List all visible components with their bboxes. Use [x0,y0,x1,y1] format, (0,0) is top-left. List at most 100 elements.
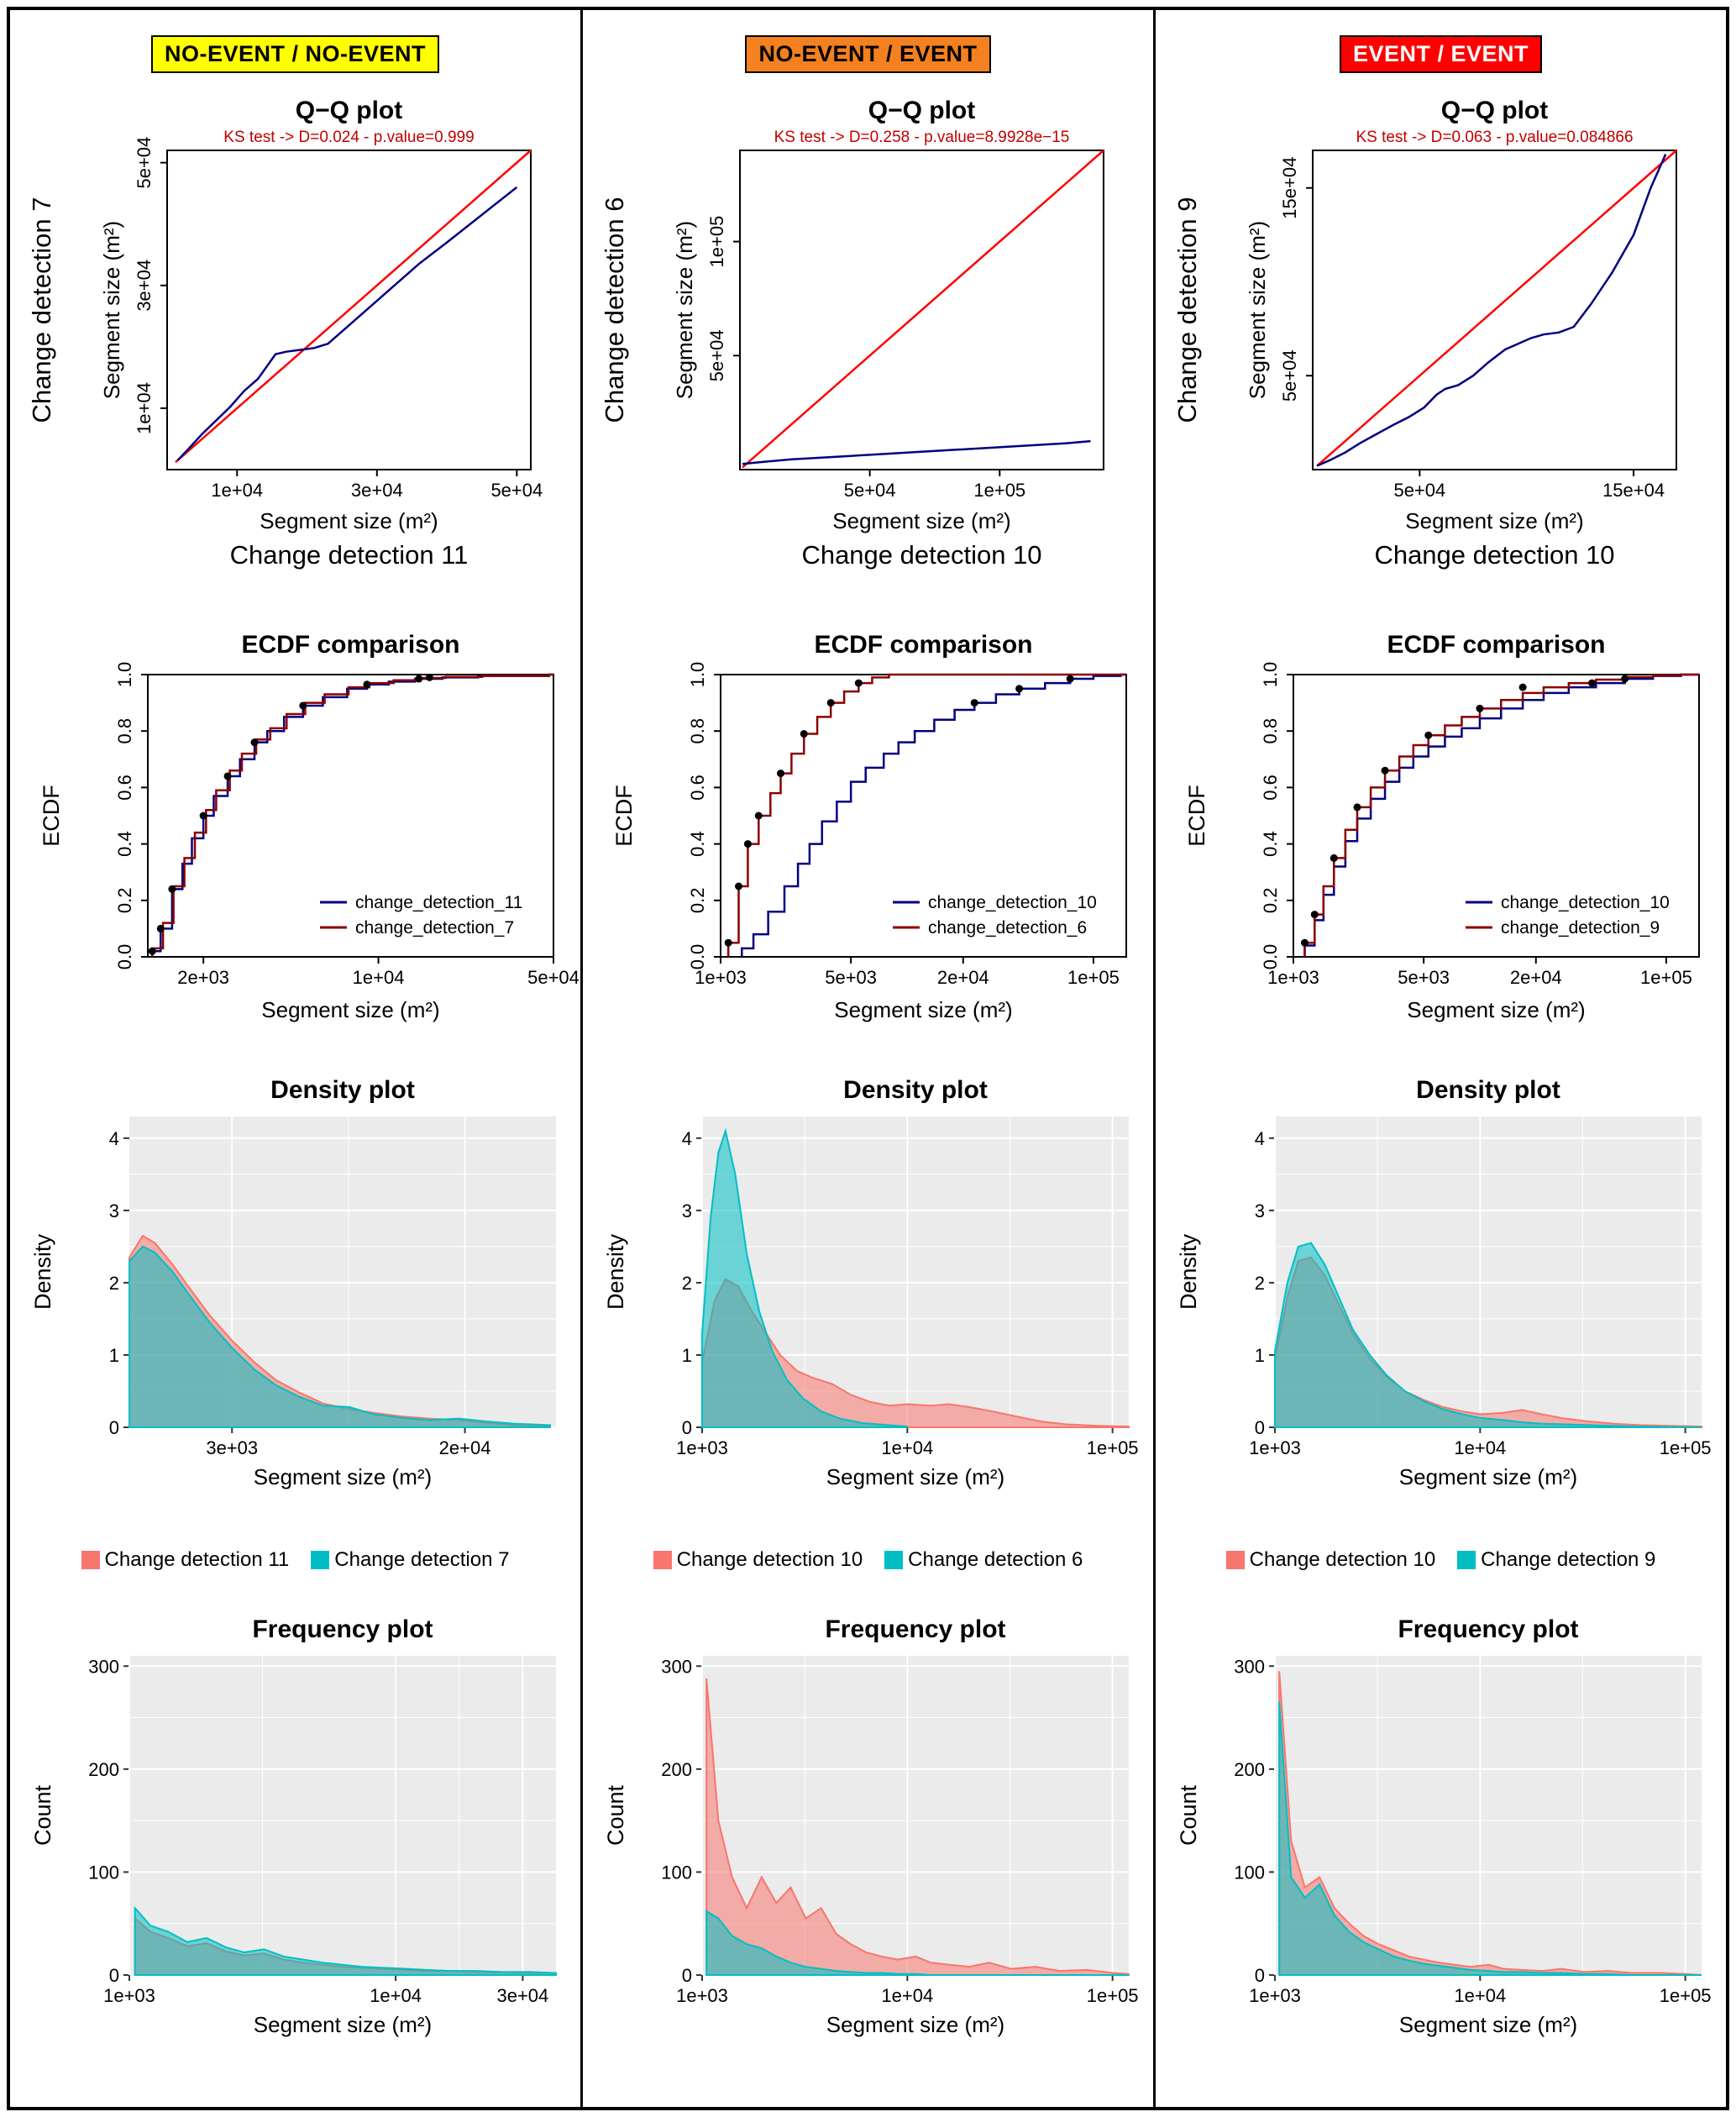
legend-label: change_detection_10 [928,893,1097,912]
legend-label: change_detection_7 [355,918,514,938]
ecdf-point [1330,854,1338,862]
x-tick-label: 1e+05 [1087,1437,1139,1458]
y-tick-label: 4 [109,1128,119,1149]
x-tick-label: 1e+05 [1640,967,1692,988]
y-tick-label: 300 [88,1656,119,1677]
y-axis-label: ECDF [1184,785,1209,847]
y-tick-label: 1.0 [1260,662,1281,688]
series-change_detection_9 [1303,673,1699,957]
y-tick-label: 0.4 [1260,831,1281,857]
y-tick-label: 1 [1255,1345,1265,1366]
y-axis-label: Segment size (m²) [672,221,697,399]
ecdf-point [199,812,207,820]
x-tick-label: 5e+03 [1398,967,1450,988]
legend-label: change_detection_9 [1501,918,1660,938]
series-Change-detection-6 [705,1910,1129,1976]
chart-title: Density plot [1416,1076,1560,1104]
x-tick-label: 1e+04 [881,1985,933,2006]
chart-title: Q−Q plot [868,97,976,124]
density-plot-chart: Density plot Density Segment size (m²) 0 1 2 3… [603,1076,1139,1489]
x-tick-label: 1e+03 [1249,1437,1301,1458]
y-tick-label: 100 [661,1862,692,1883]
y-tick-label: 5e+04 [1279,349,1300,402]
density-legend: Change detection 11 Change detection 7 [81,1547,509,1573]
x-tick-label: 1e+03 [1249,1985,1301,2006]
y-axis-label: Count [1176,1784,1201,1846]
ks-test-result: KS test -> D=0.063 - p.value=0.084866 [1356,129,1633,146]
outer-x-label: Change detection 11 [230,540,469,570]
outer-x-label: Change detection 10 [801,540,1041,570]
y-tick-label: 4 [1255,1128,1265,1149]
y-axis-label: ECDF [39,785,64,847]
y-tick-label: 2 [109,1273,119,1294]
y-tick-label: 0 [682,1417,692,1438]
series-Change-detection-7 [134,1905,557,1976]
x-tick-label: 3e+03 [206,1437,258,1458]
y-tick-label: 100 [88,1862,119,1883]
ecdf-point [854,679,863,687]
x-axis-label: Segment size (m²) [826,2012,1004,2037]
ecdf-point [826,699,835,707]
y-axis-label: Count [30,1784,55,1846]
legend-swatch-red [653,1551,672,1569]
ecdf-comparison-chart: ECDF comparison ECDF Segment size (m²) 1e+0… [1184,631,1700,1022]
legend-label: Change detection 10 [1249,1548,1436,1571]
y-tick-label: 1.0 [114,662,135,688]
x-axis-label: Segment size (m²) [834,997,1012,1022]
series-qq_curve [742,439,1091,465]
chart-title: Frequency plot [252,1615,433,1643]
x-tick-label: 1e+03 [676,1985,728,2006]
chart-title: ECDF comparison [814,631,1032,659]
x-tick-label: 1e+05 [1660,1437,1712,1458]
x-axis-label: Segment size (m²) [1405,508,1583,533]
chart-title: Density plot [270,1076,415,1104]
x-axis-label: Segment size (m²) [832,508,1010,533]
chart-title: Density plot [843,1076,988,1104]
x-axis-label: Segment size (m²) [1399,1464,1577,1489]
x-tick-label: 5e+04 [844,480,896,501]
ecdf-point [250,738,259,747]
ecdf-point [168,885,176,893]
y-tick-label: 0.8 [1260,718,1281,744]
y-axis-label: Density [30,1233,55,1310]
ecdf-point [970,699,978,707]
column-no-event-no-event: NO-EVENT / NO-EVENT Q−Q plot KS test -> D… [10,10,580,2107]
series-change_detection_6 [726,673,1126,957]
y-tick-label: 200 [88,1759,119,1780]
density-plot-chart: Density plot Density Segment size (m²) 0 1 2 3… [1176,1076,1712,1489]
ecdf-point [1300,938,1309,947]
x-tick-label: 5e+04 [527,967,580,988]
y-axis-label: Segment size (m²) [1245,221,1270,399]
chart-title: Q−Q plot [296,97,403,124]
chart-title: Frequency plot [1398,1615,1578,1643]
ecdf-point [223,772,232,780]
plot-box [166,150,532,470]
series-identity_line [175,150,532,464]
y-tick-label: 4 [682,1128,692,1149]
x-tick-label: 5e+04 [490,480,543,501]
x-tick-label: 1e+04 [353,967,405,988]
y-tick-label: 15e+04 [1279,157,1300,219]
y-tick-label: 300 [661,1656,692,1677]
panel-background [129,1656,556,1975]
x-tick-label: 2e+04 [439,1437,491,1458]
ecdf-point [1424,731,1433,739]
ecdf-point [777,770,785,778]
x-tick-label: 2e+04 [1510,967,1562,988]
ecdf-comparison-chart: ECDF comparison ECDF Segment size (m²) 2e+0… [39,631,580,1022]
y-tick-label: 5e+04 [134,137,155,189]
x-tick-label: 1e+04 [1454,1985,1506,2006]
plot-box [1293,674,1700,958]
x-axis-label: Segment size (m²) [254,2012,432,2037]
series-Change-detection-7 [128,1245,551,1428]
chart-title: Q−Q plot [1441,97,1549,124]
series-qq_curve [1316,153,1667,467]
y-tick-label: 0.4 [114,831,135,857]
x-tick-label: 1e+03 [676,1437,728,1458]
outer-y-label: Change detection 7 [27,197,56,423]
y-tick-label: 0.2 [114,888,135,914]
plot-box [720,674,1127,958]
qq-plot-chart: Q−Q plot KS test -> D=0.063 - p.value=0.0… [1172,97,1677,570]
legend-label: Change detection 11 [104,1548,290,1571]
frequency-plot-chart: Frequency plot Count Segment size (m²) 0 100… [1176,1615,1712,2037]
